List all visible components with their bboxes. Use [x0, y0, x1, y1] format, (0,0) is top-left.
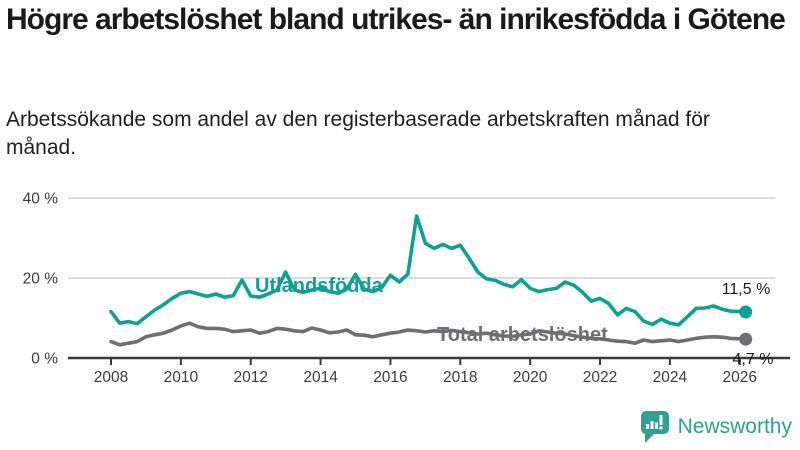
newsworthy-icon	[640, 411, 669, 443]
series-end-dots	[739, 305, 753, 346]
series-label: Total arbetslöshet	[437, 324, 608, 346]
x-tick-label: 2024	[653, 369, 688, 386]
logo-bar-3	[654, 422, 658, 429]
unemployment-line-chart: 0 % 20 % 40 % 2008 2010 2012 2014 2016 2018 2020…	[23, 191, 790, 386]
x-tick-label: 2008	[94, 369, 128, 386]
logo-bar-1	[645, 424, 649, 429]
x-axis-ticks	[110, 358, 741, 365]
chart-subtitle: Arbetssökande som andel av den registerb…	[6, 108, 710, 159]
series-inline-labels: Utlandsfödda Total arbetslöshet	[255, 275, 608, 346]
x-axis-labels: 2008 2010 2012 2014 2016 2018 2020 2022 2024 2026	[94, 369, 757, 386]
x-tick-label: 2020	[513, 369, 548, 386]
x-tick-label: 2014	[303, 369, 338, 386]
x-tick-label: 2012	[233, 369, 267, 386]
y-tick-label: 0 %	[31, 351, 58, 368]
x-tick-label: 2026	[722, 369, 756, 386]
newsworthy-logo[interactable]: Newsworthy	[640, 410, 792, 444]
y-tick-label: 40 %	[23, 191, 59, 208]
x-tick-label: 2022	[583, 369, 617, 386]
logo-exclamation-bar	[659, 415, 663, 425]
end-dot	[739, 305, 753, 319]
series-label: Utlandsfödda	[255, 275, 384, 297]
line-total-arbetsl-shet	[109, 321, 748, 347]
chart-title: Högre arbetslöshet bland utrikes- än inr…	[6, 3, 786, 36]
series-lines	[109, 214, 748, 347]
logo-exclamation-dot	[659, 426, 663, 430]
newsworthy-wordmark: Newsworthy	[677, 415, 792, 438]
series-end-value-labels: 11,5 % 4,7 %	[722, 281, 774, 368]
logo-bar-2	[650, 421, 654, 429]
line-utlandsf-dda	[109, 214, 748, 327]
gridlines	[68, 197, 775, 279]
x-tick-label: 2010	[164, 369, 199, 386]
x-tick-label: 2016	[373, 369, 407, 386]
end-value-label: 4,7 %	[733, 351, 774, 368]
end-value-label: 11,5 %	[722, 281, 771, 298]
x-tick-label: 2018	[443, 369, 477, 386]
end-dot	[739, 332, 753, 346]
y-axis-labels: 0 % 20 % 40 %	[23, 191, 59, 368]
y-tick-label: 20 %	[23, 271, 59, 288]
